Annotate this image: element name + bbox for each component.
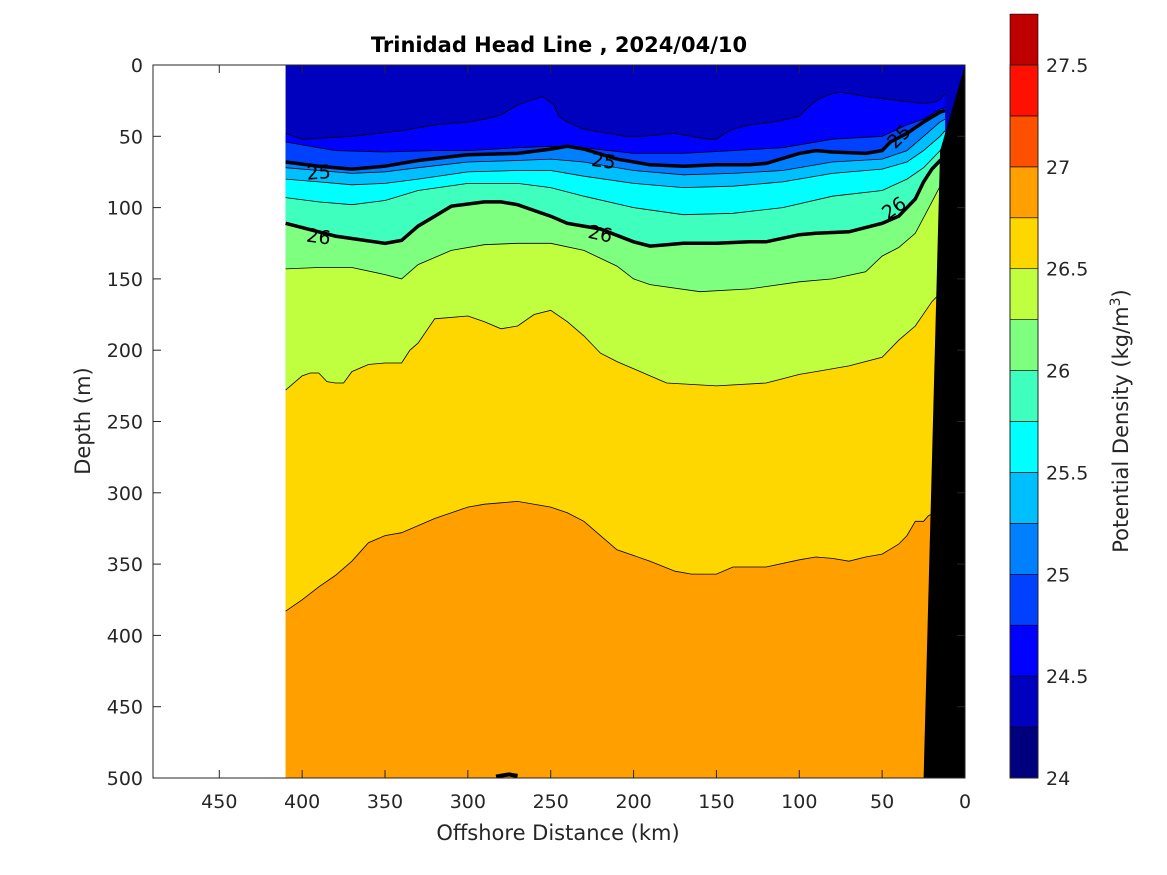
colorbar-tick-label: 27 (1046, 157, 1070, 179)
x-tick-label: 250 (533, 791, 569, 813)
y-tick-label: 500 (107, 768, 143, 790)
y-tick-label: 250 (107, 412, 143, 434)
colorbar-swatch (1009, 115, 1039, 168)
colorbar: 24 24.5 25 25.5 26 26.5 27 27.5 (1009, 13, 1088, 790)
y-tick-label: 300 (107, 483, 143, 505)
colorbar-tick-label: 25 (1046, 564, 1070, 586)
x-tick-label: 50 (870, 791, 894, 813)
colorbar-swatch (1009, 217, 1039, 270)
colorbar-swatch (1009, 472, 1039, 524)
contour-label: 26 (586, 221, 614, 248)
y-tick-label: 0 (131, 55, 143, 77)
y-tick-label: 350 (107, 554, 143, 576)
colorbar-label: Potential Density (kg/m3) (1108, 289, 1133, 553)
contour-label: 26 (305, 225, 332, 250)
y-tick-label: 400 (107, 625, 143, 647)
seafloor-fill (923, 65, 965, 778)
colorbar-tick-label: 26.5 (1046, 259, 1088, 281)
colorbar-swatch (1009, 624, 1039, 677)
contour-line (285, 157, 949, 248)
contour-line (285, 144, 946, 216)
y-tick-label: 450 (107, 697, 143, 719)
bottom-feature-line (495, 772, 518, 778)
y-tick-label: 200 (107, 340, 143, 362)
colorbar-swatch (1009, 319, 1039, 371)
contour-label-group: 25 (306, 161, 332, 185)
x-tick-label: 350 (367, 791, 403, 813)
contour-line (285, 108, 946, 171)
contour-line (285, 91, 946, 140)
y-axis: 0 50 100 150 200 250 300 350 400 450 500 (107, 55, 965, 790)
contour-fills (285, 65, 965, 778)
x-tick-label: 100 (781, 791, 817, 813)
colorbar-swatch (1009, 64, 1039, 117)
colorbar-tick-label: 24.5 (1046, 666, 1088, 688)
colorbar-swatch (1009, 166, 1039, 219)
contour-line (285, 287, 946, 391)
colorbar-tick-label: 24 (1046, 768, 1070, 790)
colorbar-label-text: Potential Density (kg/m (1109, 306, 1133, 552)
colorbar-tick-label: 25.5 (1046, 462, 1088, 484)
colorbar-swatch (1009, 675, 1039, 728)
x-tick-label: 200 (615, 791, 651, 813)
colorbar-tick-label: 26 (1046, 361, 1070, 383)
contour-line (285, 130, 946, 189)
x-tick-label: 150 (698, 791, 734, 813)
chart-title: Trinidad Head Line , 2024/04/10 (371, 33, 747, 57)
y-axis-label: Depth (m) (71, 367, 95, 474)
colorbar-tick-label: 27.5 (1046, 55, 1088, 77)
x-tick-label: 450 (201, 791, 237, 813)
density-band-fill (285, 501, 932, 778)
contour-label-group: 26 (586, 221, 614, 248)
contour-label: 25 (590, 149, 617, 174)
y-tick-label: 100 (107, 198, 143, 220)
contour-line (285, 118, 946, 176)
contour-label: 25 (306, 161, 332, 185)
colorbar-swatch (1009, 421, 1039, 473)
x-tick-label: 0 (959, 791, 971, 813)
x-tick-label: 300 (450, 791, 486, 813)
contour-line (285, 500, 933, 612)
contour-label-group: 25 (590, 149, 617, 174)
colorbar-swatch (1009, 370, 1039, 422)
colorbar-swatch (1009, 13, 1039, 66)
contour-label-group: 26 (305, 225, 332, 250)
colorbar-swatch (1009, 726, 1039, 779)
y-tick-label: 50 (119, 126, 143, 148)
colorbar-frame (1009, 64, 1039, 779)
contour-line (285, 107, 946, 154)
x-axis: 450 400 350 300 250 200 150 100 50 0 (201, 65, 971, 813)
contour-line (285, 173, 949, 293)
x-tick-label: 400 (284, 791, 320, 813)
y-tick-label: 150 (107, 269, 143, 291)
colorbar-swatch (1009, 573, 1039, 626)
contour-lines (285, 91, 949, 612)
x-axis-label: Offshore Distance (km) (436, 821, 679, 845)
colorbar-label-superscript: 3 (1108, 297, 1124, 306)
colorbar-swatch (1009, 268, 1039, 320)
colorbar-label-suffix: ) (1109, 289, 1133, 297)
colorbar-swatch (1009, 523, 1039, 575)
